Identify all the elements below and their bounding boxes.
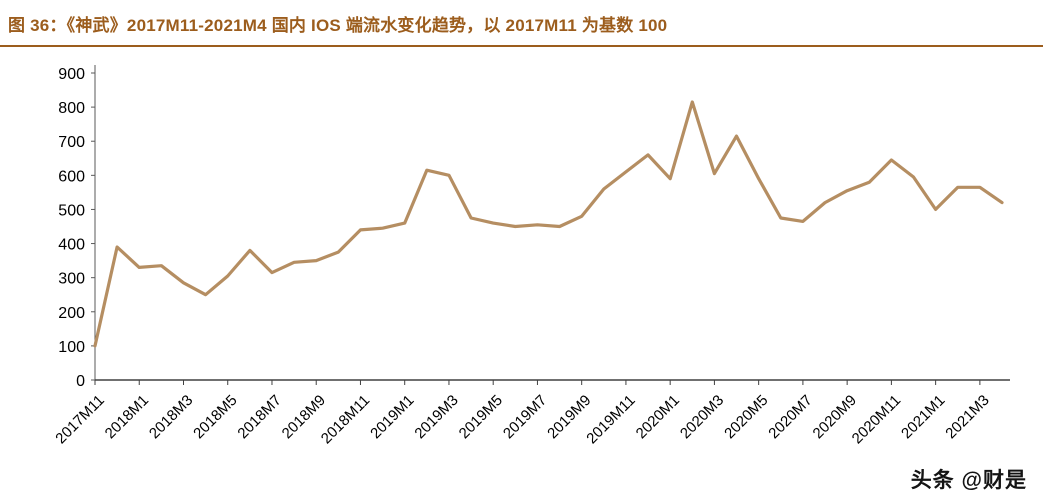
x-axis-tick-label: 2019M7 [500, 392, 550, 442]
x-axis-tick-label: 2019M5 [456, 392, 506, 442]
figure-title: 图 36：《神武》2017M11-2021M4 国内 IOS 端流水变化趋势，以… [0, 0, 1043, 47]
x-axis-tick-label: 2019M1 [367, 392, 417, 442]
y-axis-tick-label: 900 [58, 66, 85, 83]
x-axis-tick-label: 2020M1 [633, 392, 683, 442]
y-axis-tick-label: 300 [58, 271, 85, 288]
x-axis-tick-label: 2021M3 [942, 392, 992, 442]
x-axis-tick-label: 2017M11 [52, 392, 107, 447]
x-axis-tick-label: 2018M1 [102, 392, 152, 442]
watermark: 头条 @财是 [910, 469, 1027, 492]
y-axis-tick-label: 800 [58, 100, 85, 117]
x-axis-tick-label: 2018M3 [146, 392, 196, 442]
x-axis-tick-label: 2020M11 [849, 392, 904, 447]
line-chart: 0 100 200 300 400 500 600 700 800 900 2017M11 2018M… [0, 48, 1043, 498]
y-axis-tick-label: 700 [58, 134, 85, 151]
y-axis-tick-label: 200 [58, 305, 85, 322]
x-axis-tick-label: 2018M7 [234, 392, 284, 442]
y-axis-tick-label: 100 [58, 339, 85, 356]
x-axis-tick-label: 2020M5 [721, 392, 771, 442]
x-axis-tick-label: 2020M3 [677, 392, 727, 442]
x-axis-tick-label: 2021M1 [898, 392, 948, 442]
x-axis-tick-label: 2019M3 [411, 392, 461, 442]
figure-title-text: 图 36：《神武》2017M11-2021M4 国内 IOS 端流水变化趋势，以… [8, 16, 668, 35]
y-axis-tick-label: 500 [58, 202, 85, 219]
y-axis-tick-label: 400 [58, 237, 85, 254]
chart-canvas: 01002003004005006007008009002017M112018M… [52, 65, 1010, 447]
y-axis-tick-label: 0 [76, 373, 85, 390]
y-axis-tick-label: 600 [58, 168, 85, 185]
x-axis-tick-label: 2019M11 [583, 392, 638, 447]
chart-line [93, 100, 1004, 348]
x-axis-tick-label: 2018M11 [318, 392, 373, 447]
x-axis-tick-label: 2020M7 [765, 392, 815, 442]
x-axis-tick-label: 2018M5 [190, 392, 240, 442]
